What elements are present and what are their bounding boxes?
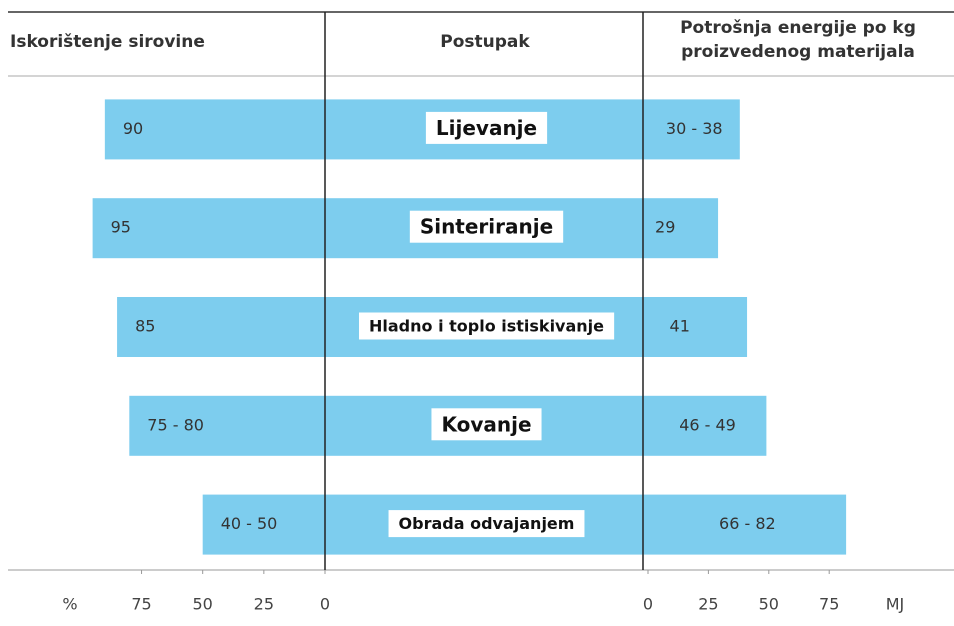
right-value-label: 41 bbox=[670, 317, 690, 336]
process-label: Sinteriranje bbox=[420, 215, 553, 239]
x-tick-label: 75 bbox=[131, 595, 151, 614]
right-bar bbox=[648, 297, 748, 357]
right-value-label: 46 - 49 bbox=[679, 415, 736, 434]
x2-tick-label: 75 bbox=[819, 595, 839, 614]
right-bar bbox=[648, 198, 719, 259]
left-value-label: 75 - 80 bbox=[147, 415, 204, 434]
left-value-label: 85 bbox=[135, 317, 155, 336]
x-tick-label: 0 bbox=[320, 595, 330, 614]
left-bar bbox=[202, 494, 325, 555]
x2-unit: MJ bbox=[886, 595, 905, 614]
process-label-box bbox=[425, 111, 548, 144]
x2-tick-label: 25 bbox=[698, 595, 718, 614]
left-bar bbox=[92, 198, 325, 259]
left-bar bbox=[104, 99, 325, 160]
left-value-label: 40 - 50 bbox=[221, 514, 278, 533]
process-label: Lijevanje bbox=[436, 116, 537, 140]
header-middle: Postupak bbox=[440, 32, 530, 52]
right-bar bbox=[648, 99, 740, 160]
process-label-box bbox=[431, 408, 542, 441]
left-value-label: 90 bbox=[123, 119, 143, 138]
process-label: Kovanje bbox=[441, 412, 531, 436]
x-unit: % bbox=[62, 595, 77, 614]
process-label-box bbox=[409, 210, 564, 243]
x2-tick-label: 50 bbox=[759, 595, 779, 614]
left-bar bbox=[117, 297, 325, 357]
x-tick-label: 50 bbox=[193, 595, 213, 614]
left-bar bbox=[129, 395, 325, 456]
right-value-label: 30 - 38 bbox=[666, 119, 723, 138]
right-value-label: 66 - 82 bbox=[719, 514, 776, 533]
right-value-label: 29 bbox=[655, 218, 675, 237]
process-label-box bbox=[358, 312, 615, 340]
right-bar bbox=[648, 494, 847, 555]
process-label: Hladno i toplo istiskivanje bbox=[369, 317, 604, 336]
header-left: Iskorištenje sirovine bbox=[10, 32, 205, 52]
right-bar bbox=[648, 395, 767, 456]
process-label-box bbox=[388, 510, 585, 538]
process-label: Obrada odvajanjem bbox=[399, 514, 575, 533]
header-right: Potrošnja energije po kg proizvedenog ma… bbox=[680, 18, 916, 62]
x-tick-label: 25 bbox=[254, 595, 274, 614]
x2-tick-label: 0 bbox=[643, 595, 653, 614]
left-value-label: 95 bbox=[111, 218, 131, 237]
